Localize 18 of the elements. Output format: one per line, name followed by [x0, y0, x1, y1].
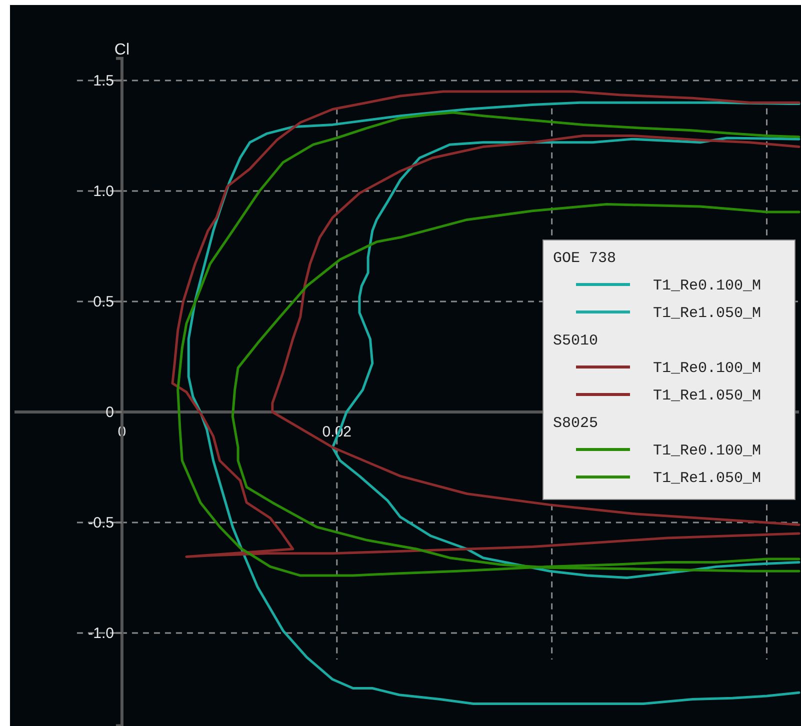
line-series	[187, 101, 800, 705]
legend-label: T1_Re1.050_M	[653, 305, 762, 322]
legend-label: T1_Re1.050_M	[653, 470, 762, 487]
legend-label: T1_Re0.100_M	[653, 442, 762, 460]
annotation: S8025	[553, 415, 598, 432]
y-tick-label: 1.5	[93, 72, 114, 90]
y-tick-label: 0	[106, 404, 114, 421]
legend-label: T1_Re0.100_M	[653, 360, 762, 377]
y-axis-title: Cl	[114, 41, 130, 58]
legend-label: T1_Re1.050_M	[653, 388, 762, 404]
y-tick-label: -0.5	[88, 514, 114, 532]
y-tick-label: 1.0	[93, 182, 114, 200]
y-tick-label: 0.5	[93, 293, 114, 310]
line-series	[271, 134, 800, 526]
legend-label: T1_Re0.100_M	[653, 278, 762, 294]
annotation: GOE 738	[553, 250, 616, 267]
annotation: S5010	[553, 332, 598, 350]
y-tick-label: -1.0	[88, 624, 114, 642]
